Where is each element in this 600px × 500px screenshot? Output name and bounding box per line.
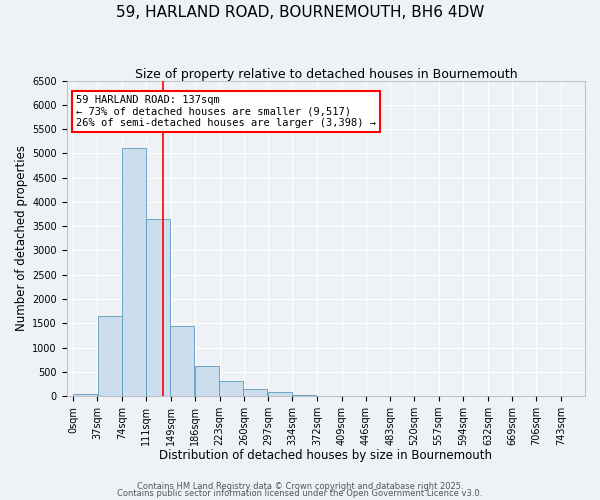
- Text: Contains HM Land Registry data © Crown copyright and database right 2025.: Contains HM Land Registry data © Crown c…: [137, 482, 463, 491]
- Bar: [244, 388, 267, 396]
- Bar: [268, 392, 292, 396]
- Bar: [122, 148, 146, 396]
- Bar: [98, 316, 122, 396]
- Text: 59, HARLAND ROAD, BOURNEMOUTH, BH6 4DW: 59, HARLAND ROAD, BOURNEMOUTH, BH6 4DW: [116, 5, 484, 20]
- Bar: [292, 394, 316, 396]
- Text: Contains public sector information licensed under the Open Government Licence v3: Contains public sector information licen…: [118, 490, 482, 498]
- Title: Size of property relative to detached houses in Bournemouth: Size of property relative to detached ho…: [134, 68, 517, 80]
- Text: 59 HARLAND ROAD: 137sqm
← 73% of detached houses are smaller (9,517)
26% of semi: 59 HARLAND ROAD: 137sqm ← 73% of detache…: [76, 95, 376, 128]
- Y-axis label: Number of detached properties: Number of detached properties: [15, 146, 28, 332]
- Bar: [219, 380, 243, 396]
- Bar: [170, 326, 194, 396]
- X-axis label: Distribution of detached houses by size in Bournemouth: Distribution of detached houses by size …: [160, 450, 493, 462]
- Bar: [73, 394, 97, 396]
- Bar: [146, 219, 170, 396]
- Bar: [195, 366, 219, 396]
